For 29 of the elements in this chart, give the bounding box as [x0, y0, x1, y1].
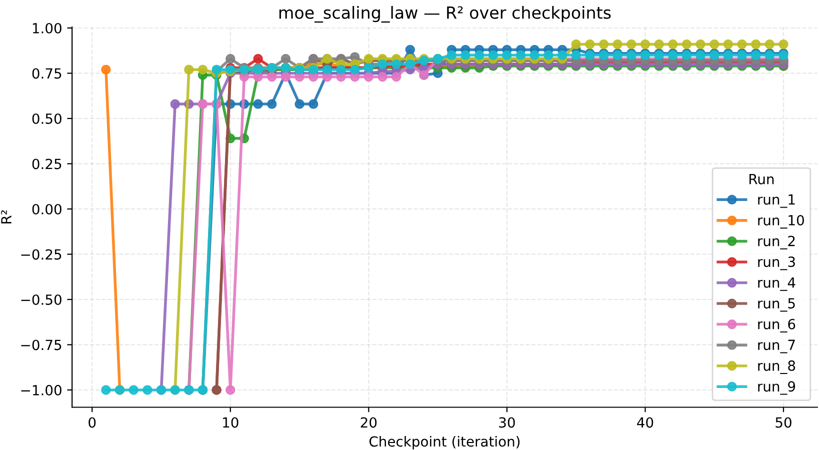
- chart-title: moe_scaling_law — R² over checkpoints: [279, 6, 611, 23]
- y-tick-label: −1.00: [21, 384, 62, 396]
- legend-title: Run: [750, 174, 774, 184]
- x-tick-label: 30: [499, 417, 515, 428]
- legend-label: run_1: [758, 194, 795, 208]
- y-tick-label: 0.00: [32, 204, 62, 214]
- legend-label: run_8: [758, 360, 796, 374]
- x-axis-title: Checkpoint (iteration): [369, 436, 520, 450]
- x-tick-label: 20: [360, 417, 377, 428]
- y-tick-label: 0.50: [32, 113, 62, 124]
- y-tick-label: −0.25: [21, 249, 62, 260]
- x-tick-label: 50: [776, 417, 792, 428]
- legend-label: run_10: [758, 214, 804, 229]
- legend-label: run_2: [758, 236, 795, 250]
- legend-label: run_5: [758, 298, 795, 312]
- legend-label: run_9: [758, 381, 796, 395]
- y-axis-title: R²: [1, 210, 12, 224]
- y-tick-label: 0.25: [32, 158, 62, 170]
- x-tick-label: 10: [223, 417, 238, 428]
- legend-label: run_3: [758, 256, 795, 270]
- y-tick-label: 1.00: [32, 22, 62, 34]
- legend-label: run_4: [758, 277, 796, 291]
- x-tick-label: 40: [637, 417, 654, 428]
- y-tick-label: −0.50: [21, 294, 62, 305]
- x-tick-label: 0: [88, 417, 96, 428]
- y-tick-label: 0.75: [32, 68, 62, 79]
- legend-label: run_6: [758, 318, 796, 332]
- y-tick-label: −0.75: [21, 340, 62, 350]
- legend-label: run_7: [758, 340, 795, 354]
